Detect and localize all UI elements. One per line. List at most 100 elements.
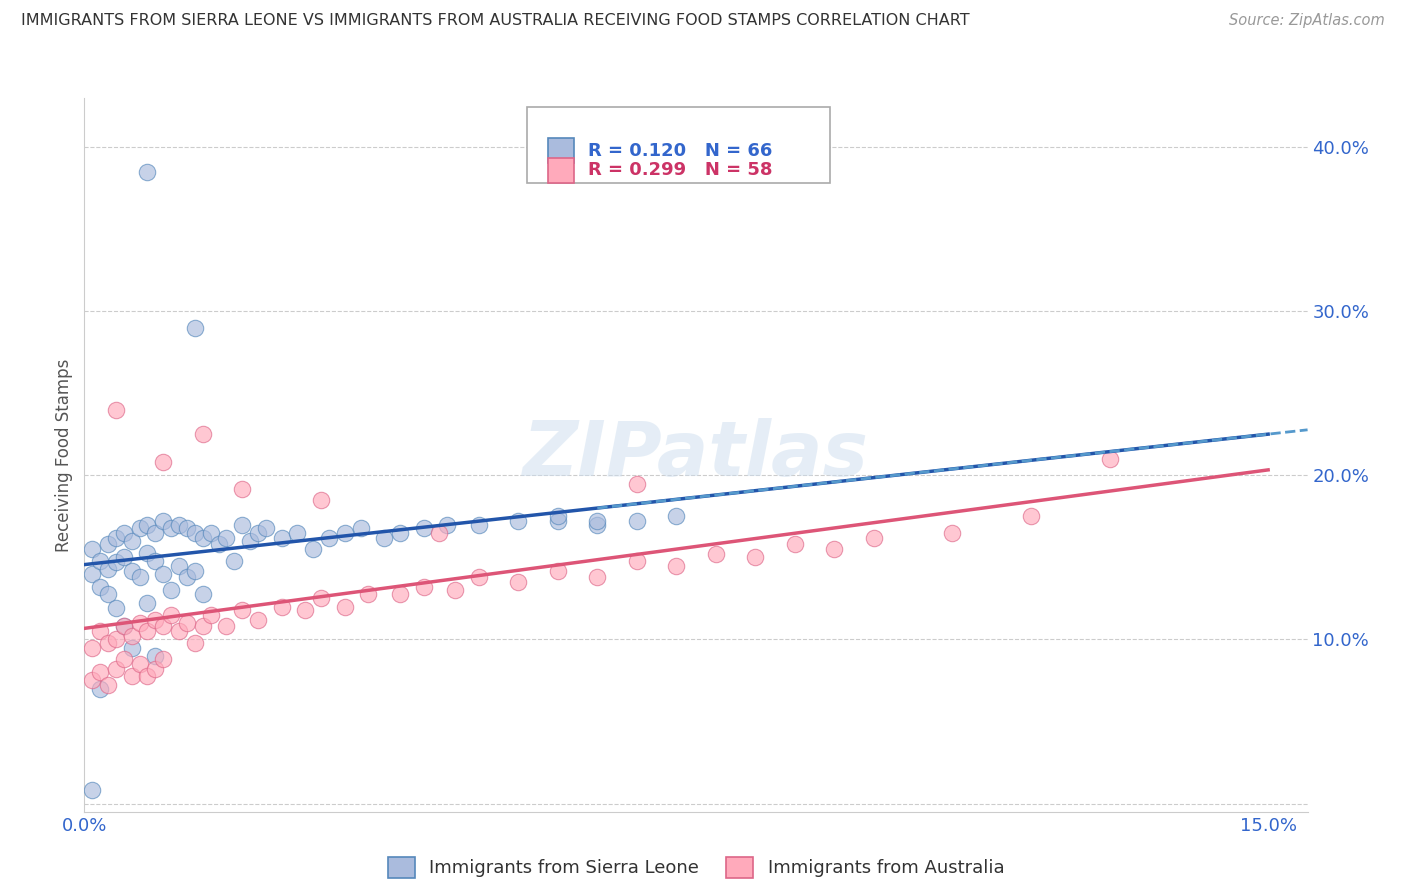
Point bbox=[82, 640, 104, 655]
Point bbox=[104, 555, 127, 569]
Point bbox=[176, 521, 198, 535]
Point bbox=[112, 525, 135, 540]
Point bbox=[112, 619, 135, 633]
Point bbox=[136, 596, 159, 610]
Point bbox=[744, 550, 766, 565]
Legend: Immigrants from Sierra Leone, Immigrants from Australia: Immigrants from Sierra Leone, Immigrants… bbox=[381, 849, 1011, 885]
Point bbox=[191, 586, 214, 600]
Point bbox=[294, 603, 316, 617]
Text: R = 0.299   N = 58: R = 0.299 N = 58 bbox=[588, 161, 772, 179]
Text: IMMIGRANTS FROM SIERRA LEONE VS IMMIGRANTS FROM AUSTRALIA RECEIVING FOOD STAMPS : IMMIGRANTS FROM SIERRA LEONE VS IMMIGRAN… bbox=[21, 13, 970, 29]
Point bbox=[89, 580, 111, 594]
Point bbox=[89, 665, 111, 680]
Point bbox=[82, 673, 104, 688]
Point bbox=[586, 570, 609, 584]
Point bbox=[444, 583, 467, 598]
Point bbox=[200, 607, 222, 622]
Point bbox=[941, 525, 963, 540]
Point bbox=[224, 554, 246, 568]
Point bbox=[246, 613, 269, 627]
Point bbox=[389, 525, 412, 540]
Point bbox=[184, 564, 207, 578]
Point bbox=[287, 525, 309, 540]
Point bbox=[167, 517, 190, 532]
Point bbox=[302, 542, 325, 557]
Point bbox=[547, 514, 569, 528]
Point bbox=[508, 514, 530, 528]
Point bbox=[176, 616, 198, 631]
Point bbox=[152, 619, 174, 633]
Point bbox=[586, 514, 609, 528]
Point bbox=[104, 662, 127, 676]
Point bbox=[468, 517, 491, 532]
Point bbox=[246, 525, 269, 540]
Text: Source: ZipAtlas.com: Source: ZipAtlas.com bbox=[1229, 13, 1385, 29]
Point bbox=[1099, 452, 1122, 467]
Point bbox=[82, 542, 104, 557]
Point bbox=[128, 616, 150, 631]
Y-axis label: Receiving Food Stamps: Receiving Food Stamps bbox=[55, 359, 73, 551]
Point bbox=[128, 521, 150, 535]
Point bbox=[145, 554, 167, 568]
Point bbox=[97, 678, 120, 692]
Point bbox=[136, 165, 159, 179]
Point bbox=[318, 531, 340, 545]
Point bbox=[82, 566, 104, 581]
Point bbox=[152, 652, 174, 666]
Point bbox=[136, 624, 159, 639]
Point bbox=[152, 455, 174, 469]
Point bbox=[586, 517, 609, 532]
Point bbox=[357, 586, 380, 600]
Point bbox=[121, 629, 143, 643]
Point bbox=[97, 562, 120, 576]
Point bbox=[145, 648, 167, 663]
Point bbox=[121, 564, 143, 578]
Point bbox=[823, 542, 845, 557]
Point bbox=[160, 583, 183, 598]
Point bbox=[152, 566, 174, 581]
Point bbox=[104, 632, 127, 647]
Point bbox=[167, 558, 190, 573]
Point bbox=[1021, 509, 1043, 524]
Point bbox=[215, 619, 238, 633]
Point bbox=[191, 619, 214, 633]
Point bbox=[152, 514, 174, 528]
Point bbox=[97, 537, 120, 551]
Point bbox=[104, 402, 127, 417]
Point bbox=[412, 580, 434, 594]
Point bbox=[207, 537, 229, 551]
Point bbox=[191, 531, 214, 545]
Point bbox=[136, 545, 159, 559]
Point bbox=[412, 521, 434, 535]
Point bbox=[704, 547, 727, 561]
Point bbox=[200, 525, 222, 540]
Point bbox=[429, 525, 451, 540]
Point bbox=[128, 570, 150, 584]
Point bbox=[436, 517, 458, 532]
Point bbox=[349, 521, 371, 535]
Text: ZIPatlas: ZIPatlas bbox=[523, 418, 869, 491]
Point bbox=[270, 531, 292, 545]
Point bbox=[104, 531, 127, 545]
Point bbox=[626, 554, 648, 568]
Point bbox=[97, 636, 120, 650]
Point bbox=[145, 525, 167, 540]
Point bbox=[309, 591, 332, 606]
Point bbox=[97, 586, 120, 600]
Point bbox=[665, 558, 688, 573]
Point bbox=[215, 531, 238, 545]
Point bbox=[373, 531, 395, 545]
Point bbox=[626, 514, 648, 528]
Point bbox=[333, 599, 356, 614]
Point bbox=[136, 668, 159, 682]
Point bbox=[191, 427, 214, 442]
Point bbox=[547, 509, 569, 524]
Point bbox=[665, 509, 688, 524]
Point bbox=[112, 550, 135, 565]
Point bbox=[112, 652, 135, 666]
Point bbox=[783, 537, 806, 551]
Text: R = 0.120   N = 66: R = 0.120 N = 66 bbox=[588, 142, 772, 160]
Point bbox=[184, 636, 207, 650]
Point bbox=[231, 517, 253, 532]
Point bbox=[184, 525, 207, 540]
